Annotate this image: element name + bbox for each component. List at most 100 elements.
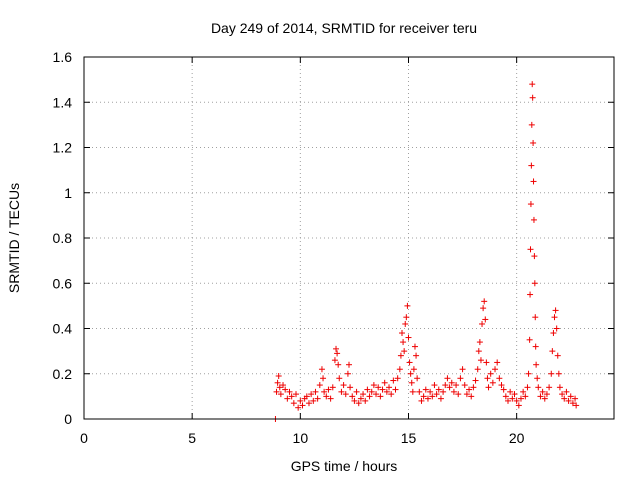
data-point (530, 178, 537, 185)
data-point (555, 370, 562, 377)
data-point (388, 391, 395, 398)
data-point (396, 366, 403, 373)
data-point (286, 388, 293, 395)
data-point (535, 384, 542, 391)
data-point (357, 395, 364, 402)
data-point (567, 393, 574, 400)
data-point (448, 379, 455, 386)
data-point (530, 216, 537, 223)
data-point (435, 386, 442, 393)
data-point (543, 391, 550, 398)
data-point (492, 366, 499, 373)
data-point (422, 386, 429, 393)
data-point (273, 388, 280, 395)
data-point (338, 388, 345, 395)
data-point (402, 320, 409, 327)
data-point (420, 393, 427, 400)
data-point (437, 395, 444, 402)
data-point (381, 379, 388, 386)
data-point (496, 375, 503, 382)
data-point (314, 395, 321, 402)
data-point (316, 382, 323, 389)
data-point (431, 382, 438, 389)
data-point (310, 397, 317, 404)
data-point (427, 388, 434, 395)
data-point (347, 384, 354, 391)
data-point (444, 375, 451, 382)
data-point (527, 291, 534, 298)
data-point (346, 361, 352, 368)
data-point (522, 393, 529, 400)
data-point (489, 379, 496, 386)
data-point (406, 359, 413, 366)
data-point (498, 382, 505, 389)
data-point (344, 370, 351, 377)
data-point (479, 320, 486, 327)
data-point (327, 395, 334, 402)
data-point (552, 307, 559, 314)
data-point (366, 393, 373, 400)
data-point (551, 314, 558, 321)
data-point (517, 395, 524, 402)
data-point (335, 361, 342, 368)
data-point (360, 391, 367, 398)
data-point (550, 330, 557, 337)
axis-ticks: 0 0.2 0.4 0.6 0.8 1 1.2 1.4 1.6 0 5 10 15 20 (53, 49, 614, 446)
data-point (541, 395, 548, 402)
data-point (472, 377, 479, 384)
data-point (400, 339, 407, 346)
data-point (477, 357, 484, 364)
data-point (394, 375, 401, 382)
data-point (474, 366, 481, 373)
data-point (320, 375, 327, 382)
data-point (370, 382, 377, 389)
data-point (539, 388, 546, 395)
data-point (351, 397, 358, 404)
data-point (502, 393, 509, 400)
data-point (349, 393, 356, 400)
data-point (529, 81, 536, 88)
data-point (377, 393, 384, 400)
data-point (483, 359, 490, 366)
x-tick-label: 0 (80, 430, 88, 446)
data-point (331, 357, 338, 364)
data-point (403, 314, 410, 321)
data-point (527, 246, 534, 253)
data-point (525, 370, 532, 377)
data-point (282, 386, 289, 393)
data-point (284, 395, 291, 402)
data-point (355, 400, 362, 407)
data-point (390, 377, 397, 384)
data-point (534, 375, 541, 382)
data-point (505, 397, 511, 404)
data-point (526, 336, 533, 343)
data-point (397, 352, 404, 359)
data-point (450, 388, 457, 395)
y-tick-label: 0.6 (53, 275, 73, 291)
data-points (272, 81, 580, 422)
data-point (305, 400, 312, 407)
data-point (312, 388, 319, 395)
data-point (409, 388, 416, 395)
data-point (480, 305, 487, 312)
y-tick-label: 0 (64, 411, 72, 427)
data-point (468, 393, 475, 400)
data-point (532, 343, 539, 350)
y-axis-title: SRMTID / TECUs (6, 183, 22, 293)
data-point (375, 384, 382, 391)
data-point (563, 388, 570, 395)
data-point (325, 386, 332, 393)
data-point (340, 382, 347, 389)
data-point (275, 373, 282, 380)
data-point (274, 379, 281, 386)
data-point (527, 201, 534, 208)
data-point (433, 391, 440, 398)
data-point (556, 384, 563, 391)
data-point (407, 370, 414, 377)
data-point (429, 393, 436, 400)
data-point (457, 375, 464, 382)
data-point (308, 391, 315, 398)
chart-title: Day 249 of 2014, SRMTID for receiver ter… (211, 20, 477, 36)
data-point (362, 397, 369, 404)
data-point (364, 386, 371, 393)
